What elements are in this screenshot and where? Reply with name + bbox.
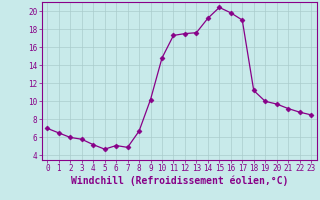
X-axis label: Windchill (Refroidissement éolien,°C): Windchill (Refroidissement éolien,°C) — [70, 176, 288, 186]
